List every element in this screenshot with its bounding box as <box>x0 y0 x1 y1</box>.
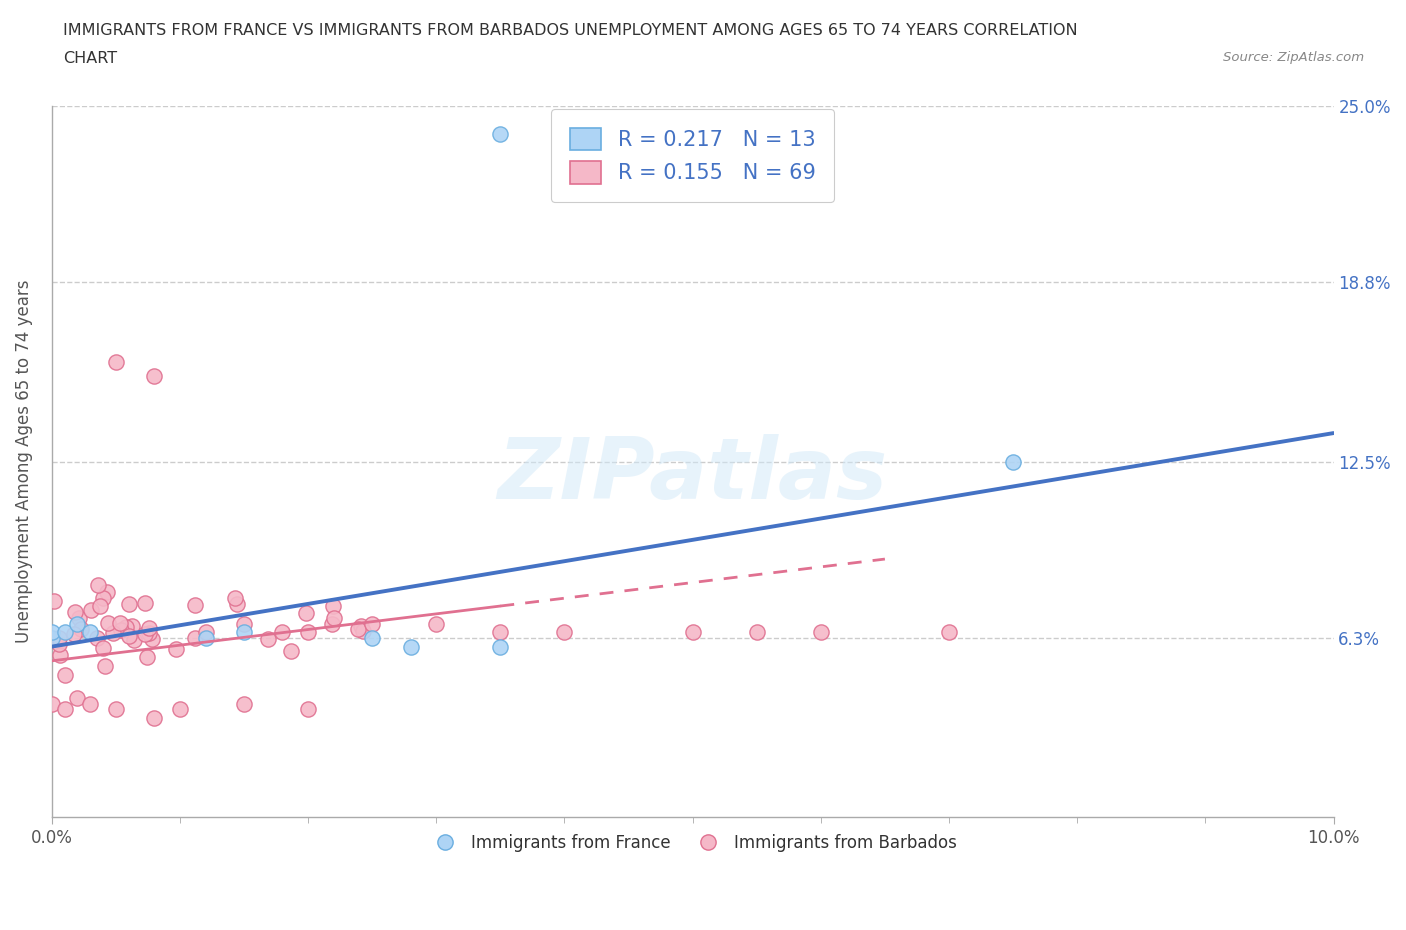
Point <box>53 702 76 717</box>
Point <box>489 639 512 654</box>
Point <box>70 622 93 637</box>
Point <box>169 702 191 717</box>
Point <box>352 624 374 639</box>
Point <box>745 625 768 640</box>
Point <box>91 591 114 606</box>
Legend: Immigrants from France, Immigrants from Barbados: Immigrants from France, Immigrants from … <box>422 828 965 859</box>
Point <box>194 625 217 640</box>
Point <box>233 625 256 640</box>
Point <box>617 141 640 156</box>
Point <box>55 668 77 683</box>
Point <box>347 621 370 636</box>
Point <box>118 597 141 612</box>
Point <box>138 625 160 640</box>
Point <box>122 632 145 647</box>
Point <box>682 625 704 640</box>
Point <box>810 625 832 640</box>
Point <box>143 711 166 725</box>
Point <box>361 617 384 631</box>
Point <box>87 578 110 592</box>
Point <box>66 690 89 705</box>
Point <box>134 626 156 641</box>
Point <box>297 625 319 640</box>
Point <box>79 696 101 711</box>
Point <box>104 354 127 369</box>
Point <box>48 636 70 651</box>
Point <box>134 596 156 611</box>
Point <box>271 625 294 640</box>
Point <box>280 644 302 658</box>
Point <box>141 631 163 646</box>
Point <box>489 126 512 141</box>
Point <box>86 631 108 645</box>
Point <box>53 625 76 640</box>
Point <box>553 625 575 640</box>
Text: CHART: CHART <box>63 51 117 66</box>
Point <box>322 598 344 613</box>
Point <box>361 631 384 645</box>
Point <box>256 632 278 647</box>
Point <box>165 642 187 657</box>
Point <box>399 639 422 654</box>
Point <box>80 602 103 617</box>
Point <box>91 640 114 655</box>
Point <box>66 617 89 631</box>
Point <box>1002 454 1025 469</box>
Point <box>321 617 343 631</box>
Text: Source: ZipAtlas.com: Source: ZipAtlas.com <box>1223 51 1364 64</box>
Text: IMMIGRANTS FROM FRANCE VS IMMIGRANTS FROM BARBADOS UNEMPLOYMENT AMONG AGES 65 TO: IMMIGRANTS FROM FRANCE VS IMMIGRANTS FRO… <box>63 23 1078 38</box>
Y-axis label: Unemployment Among Ages 65 to 74 years: Unemployment Among Ages 65 to 74 years <box>15 280 32 644</box>
Point <box>97 616 120 631</box>
Point <box>41 625 63 640</box>
Point <box>96 584 118 599</box>
Point <box>322 611 344 626</box>
Point <box>297 702 319 717</box>
Point <box>115 620 138 635</box>
Point <box>136 650 159 665</box>
Point <box>62 627 84 642</box>
Point <box>67 611 90 626</box>
Point <box>79 625 101 640</box>
Point <box>489 625 512 640</box>
Point <box>118 629 141 644</box>
Point <box>938 625 960 640</box>
Point <box>184 631 207 645</box>
Point <box>194 631 217 645</box>
Point <box>65 604 87 619</box>
Point <box>48 647 70 662</box>
Point <box>138 620 160 635</box>
Point <box>233 617 256 631</box>
Point <box>110 616 132 631</box>
Point <box>226 597 249 612</box>
Point <box>110 622 132 637</box>
Point <box>350 618 373 633</box>
Text: ZIPatlas: ZIPatlas <box>498 434 887 517</box>
Point <box>48 631 70 645</box>
Point <box>103 626 125 641</box>
Point <box>224 591 246 605</box>
Point <box>89 598 111 613</box>
Point <box>425 617 447 631</box>
Point <box>143 368 166 383</box>
Point <box>41 696 63 711</box>
Point <box>233 696 256 711</box>
Point <box>295 605 318 620</box>
Point <box>41 631 63 645</box>
Point <box>94 658 117 673</box>
Point <box>121 618 143 633</box>
Point <box>44 593 66 608</box>
Point <box>184 598 207 613</box>
Point <box>104 702 127 717</box>
